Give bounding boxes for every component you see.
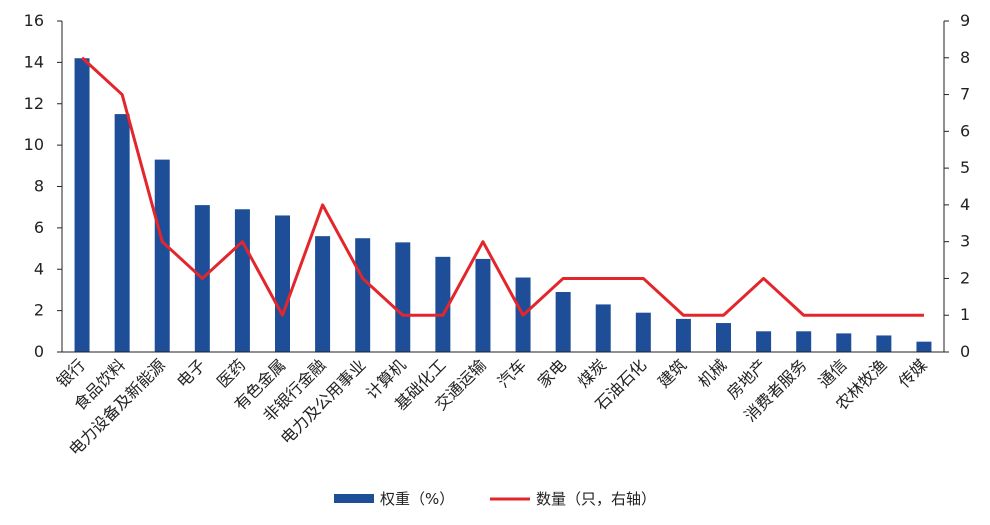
category-label: 医药	[213, 355, 249, 391]
right-tick-label: 4	[960, 195, 970, 214]
left-tick-label: 4	[34, 259, 44, 278]
bar	[555, 292, 571, 352]
left-tick-label: 0	[34, 342, 44, 361]
left-tick-label: 14	[24, 52, 44, 71]
legend: 权重（%） 数量（只，右轴）	[334, 490, 656, 508]
bar	[395, 242, 411, 352]
legend-label-count: 数量（只，右轴）	[536, 490, 656, 508]
bar	[595, 304, 611, 352]
right-tick-label: 7	[960, 85, 970, 104]
left-tick-label: 16	[24, 11, 44, 30]
category-label: 家电	[534, 355, 570, 391]
left-tick-label: 2	[34, 301, 44, 320]
right-tick-label: 9	[960, 11, 970, 30]
right-tick-label: 0	[960, 342, 970, 361]
left-tick-label: 8	[34, 177, 44, 196]
bar	[836, 333, 852, 352]
bar	[154, 159, 170, 352]
right-tick-label: 5	[960, 158, 970, 177]
bar	[475, 258, 491, 352]
right-tick-label: 6	[960, 121, 970, 140]
bar	[234, 209, 250, 352]
bar	[315, 236, 331, 352]
category-label: 银行	[53, 355, 89, 391]
category-label: 汽车	[494, 355, 530, 391]
bar	[435, 256, 451, 352]
right-tick-label: 8	[960, 48, 970, 67]
category-label: 传媒	[895, 355, 931, 391]
bar	[716, 323, 731, 352]
bar	[74, 58, 90, 353]
right-tick-label: 2	[960, 268, 970, 287]
bar	[675, 318, 691, 352]
count-line	[81, 56, 924, 317]
bar	[114, 114, 130, 352]
right-tick-label: 1	[960, 305, 970, 324]
bar	[796, 331, 812, 352]
category-label: 电子	[173, 355, 209, 391]
category-label: 机械	[694, 355, 730, 391]
bar	[355, 238, 371, 352]
bar	[916, 341, 932, 352]
category-label: 通信	[815, 355, 851, 391]
bar	[876, 335, 892, 352]
left-tick-label: 6	[34, 218, 44, 237]
bar	[635, 312, 651, 352]
left-tick-label: 10	[24, 135, 44, 154]
category-label: 建筑	[654, 355, 690, 391]
right-tick-label: 3	[960, 232, 970, 251]
bars	[74, 58, 932, 353]
category-label: 煤炭	[574, 355, 610, 391]
legend-swatch-weight	[334, 494, 374, 503]
line-series	[81, 56, 924, 317]
bar	[756, 331, 772, 352]
left-tick-label: 12	[24, 94, 44, 113]
bar	[275, 215, 290, 352]
legend-label-weight: 权重（%）	[380, 490, 454, 508]
